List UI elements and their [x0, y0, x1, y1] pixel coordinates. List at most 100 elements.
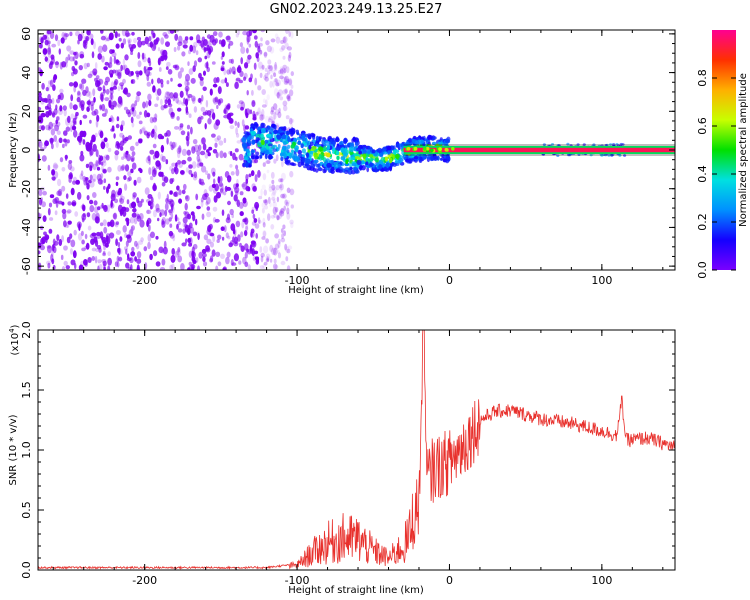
noise-speck [45, 87, 49, 92]
noise-speck [75, 179, 80, 185]
noise-speck [78, 264, 84, 270]
noise-speck [54, 34, 59, 42]
noise-speck [183, 211, 187, 215]
noise-speck [128, 43, 133, 50]
noise-speck [158, 246, 164, 254]
noise-speck [271, 112, 276, 119]
track-speck [335, 145, 341, 152]
noise-speck [117, 100, 122, 109]
band-speck [623, 154, 627, 157]
noise-speck [282, 100, 288, 107]
noise-speck [41, 201, 46, 208]
noise-speck [278, 178, 283, 183]
noise-speck [40, 112, 46, 118]
noise-speck [235, 164, 239, 170]
noise-speck [107, 265, 111, 270]
noise-speck [110, 115, 114, 122]
noise-speck [250, 231, 255, 238]
noise-speck [227, 235, 231, 240]
noise-speck [47, 262, 51, 269]
noise-speck [77, 33, 83, 42]
noise-speck [90, 38, 94, 46]
noise-speck [67, 162, 73, 170]
y-tick-label: 2.0 [20, 321, 33, 339]
noise-speck [265, 238, 269, 244]
noise-speck [171, 168, 175, 175]
noise-speck [181, 242, 187, 247]
noise-speck [192, 231, 198, 237]
noise-speck [136, 213, 140, 219]
noise-speck [274, 264, 279, 270]
noise-speck [181, 159, 187, 165]
noise-speck [211, 183, 216, 189]
noise-speck [147, 93, 152, 102]
noise-speck [82, 139, 86, 145]
noise-speck [230, 58, 234, 64]
noise-speck [164, 34, 169, 39]
noise-speck [270, 214, 276, 219]
noise-speck [277, 89, 283, 97]
noise-speck [94, 77, 98, 82]
noise-speck [274, 33, 279, 39]
noise-speck [38, 111, 41, 117]
noise-speck [165, 218, 170, 225]
noise-speck [280, 207, 284, 213]
noise-speck [117, 143, 122, 148]
noise-speck [104, 35, 108, 42]
noise-speck [154, 150, 160, 159]
noise-speck [208, 146, 213, 151]
noise-speck [284, 88, 288, 94]
noise-speck [95, 149, 99, 158]
noise-speck [173, 92, 179, 99]
noise-speck [221, 61, 225, 65]
noise-speck [206, 211, 212, 218]
noise-speck [47, 245, 52, 254]
track-speck [318, 166, 321, 170]
noise-speck [183, 183, 187, 191]
noise-speck [279, 210, 285, 217]
noise-speck [217, 99, 222, 106]
noise-speck [264, 115, 270, 124]
noise-speck [60, 254, 64, 260]
noise-speck [152, 154, 156, 160]
noise-speck [259, 72, 263, 79]
noise-speck [91, 51, 95, 59]
noise-speck [191, 266, 195, 270]
noise-speck [271, 188, 277, 196]
track-speck [305, 158, 311, 164]
noise-speck [216, 104, 219, 110]
noise-speck [262, 263, 266, 270]
noise-speck [102, 250, 106, 255]
track-speck [273, 129, 279, 134]
noise-speck [286, 66, 290, 74]
noise-speck [175, 217, 180, 222]
y-tick-label: -40 [20, 218, 33, 236]
noise-speck [117, 33, 121, 37]
noise-speck [127, 135, 132, 140]
noise-speck [220, 226, 225, 231]
track-speck [349, 146, 355, 153]
noise-speck [155, 261, 161, 267]
noise-speck [70, 113, 75, 120]
track-speck [251, 139, 256, 145]
noise-speck [197, 265, 200, 270]
noise-speck [267, 213, 271, 222]
noise-speck [115, 190, 120, 198]
noise-speck [221, 209, 225, 216]
noise-speck [148, 100, 152, 107]
noise-speck [176, 116, 180, 121]
noise-speck [137, 40, 143, 48]
track-speck [322, 143, 327, 147]
noise-speck [192, 251, 196, 258]
noise-speck [55, 60, 59, 69]
noise-speck [90, 104, 94, 111]
track-speck [260, 127, 266, 134]
noise-speck [138, 120, 143, 125]
noise-speck [246, 34, 251, 38]
noise-speck [41, 125, 45, 131]
noise-speck [173, 166, 177, 172]
noise-speck [66, 139, 70, 144]
noise-speck [135, 94, 140, 103]
track-speck [297, 161, 302, 168]
track-speck [242, 143, 248, 149]
